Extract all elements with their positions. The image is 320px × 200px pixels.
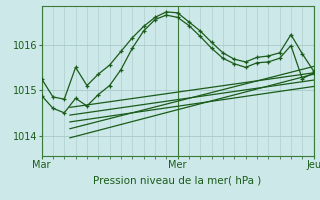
X-axis label: Pression niveau de la mer( hPa ): Pression niveau de la mer( hPa ) xyxy=(93,176,262,186)
